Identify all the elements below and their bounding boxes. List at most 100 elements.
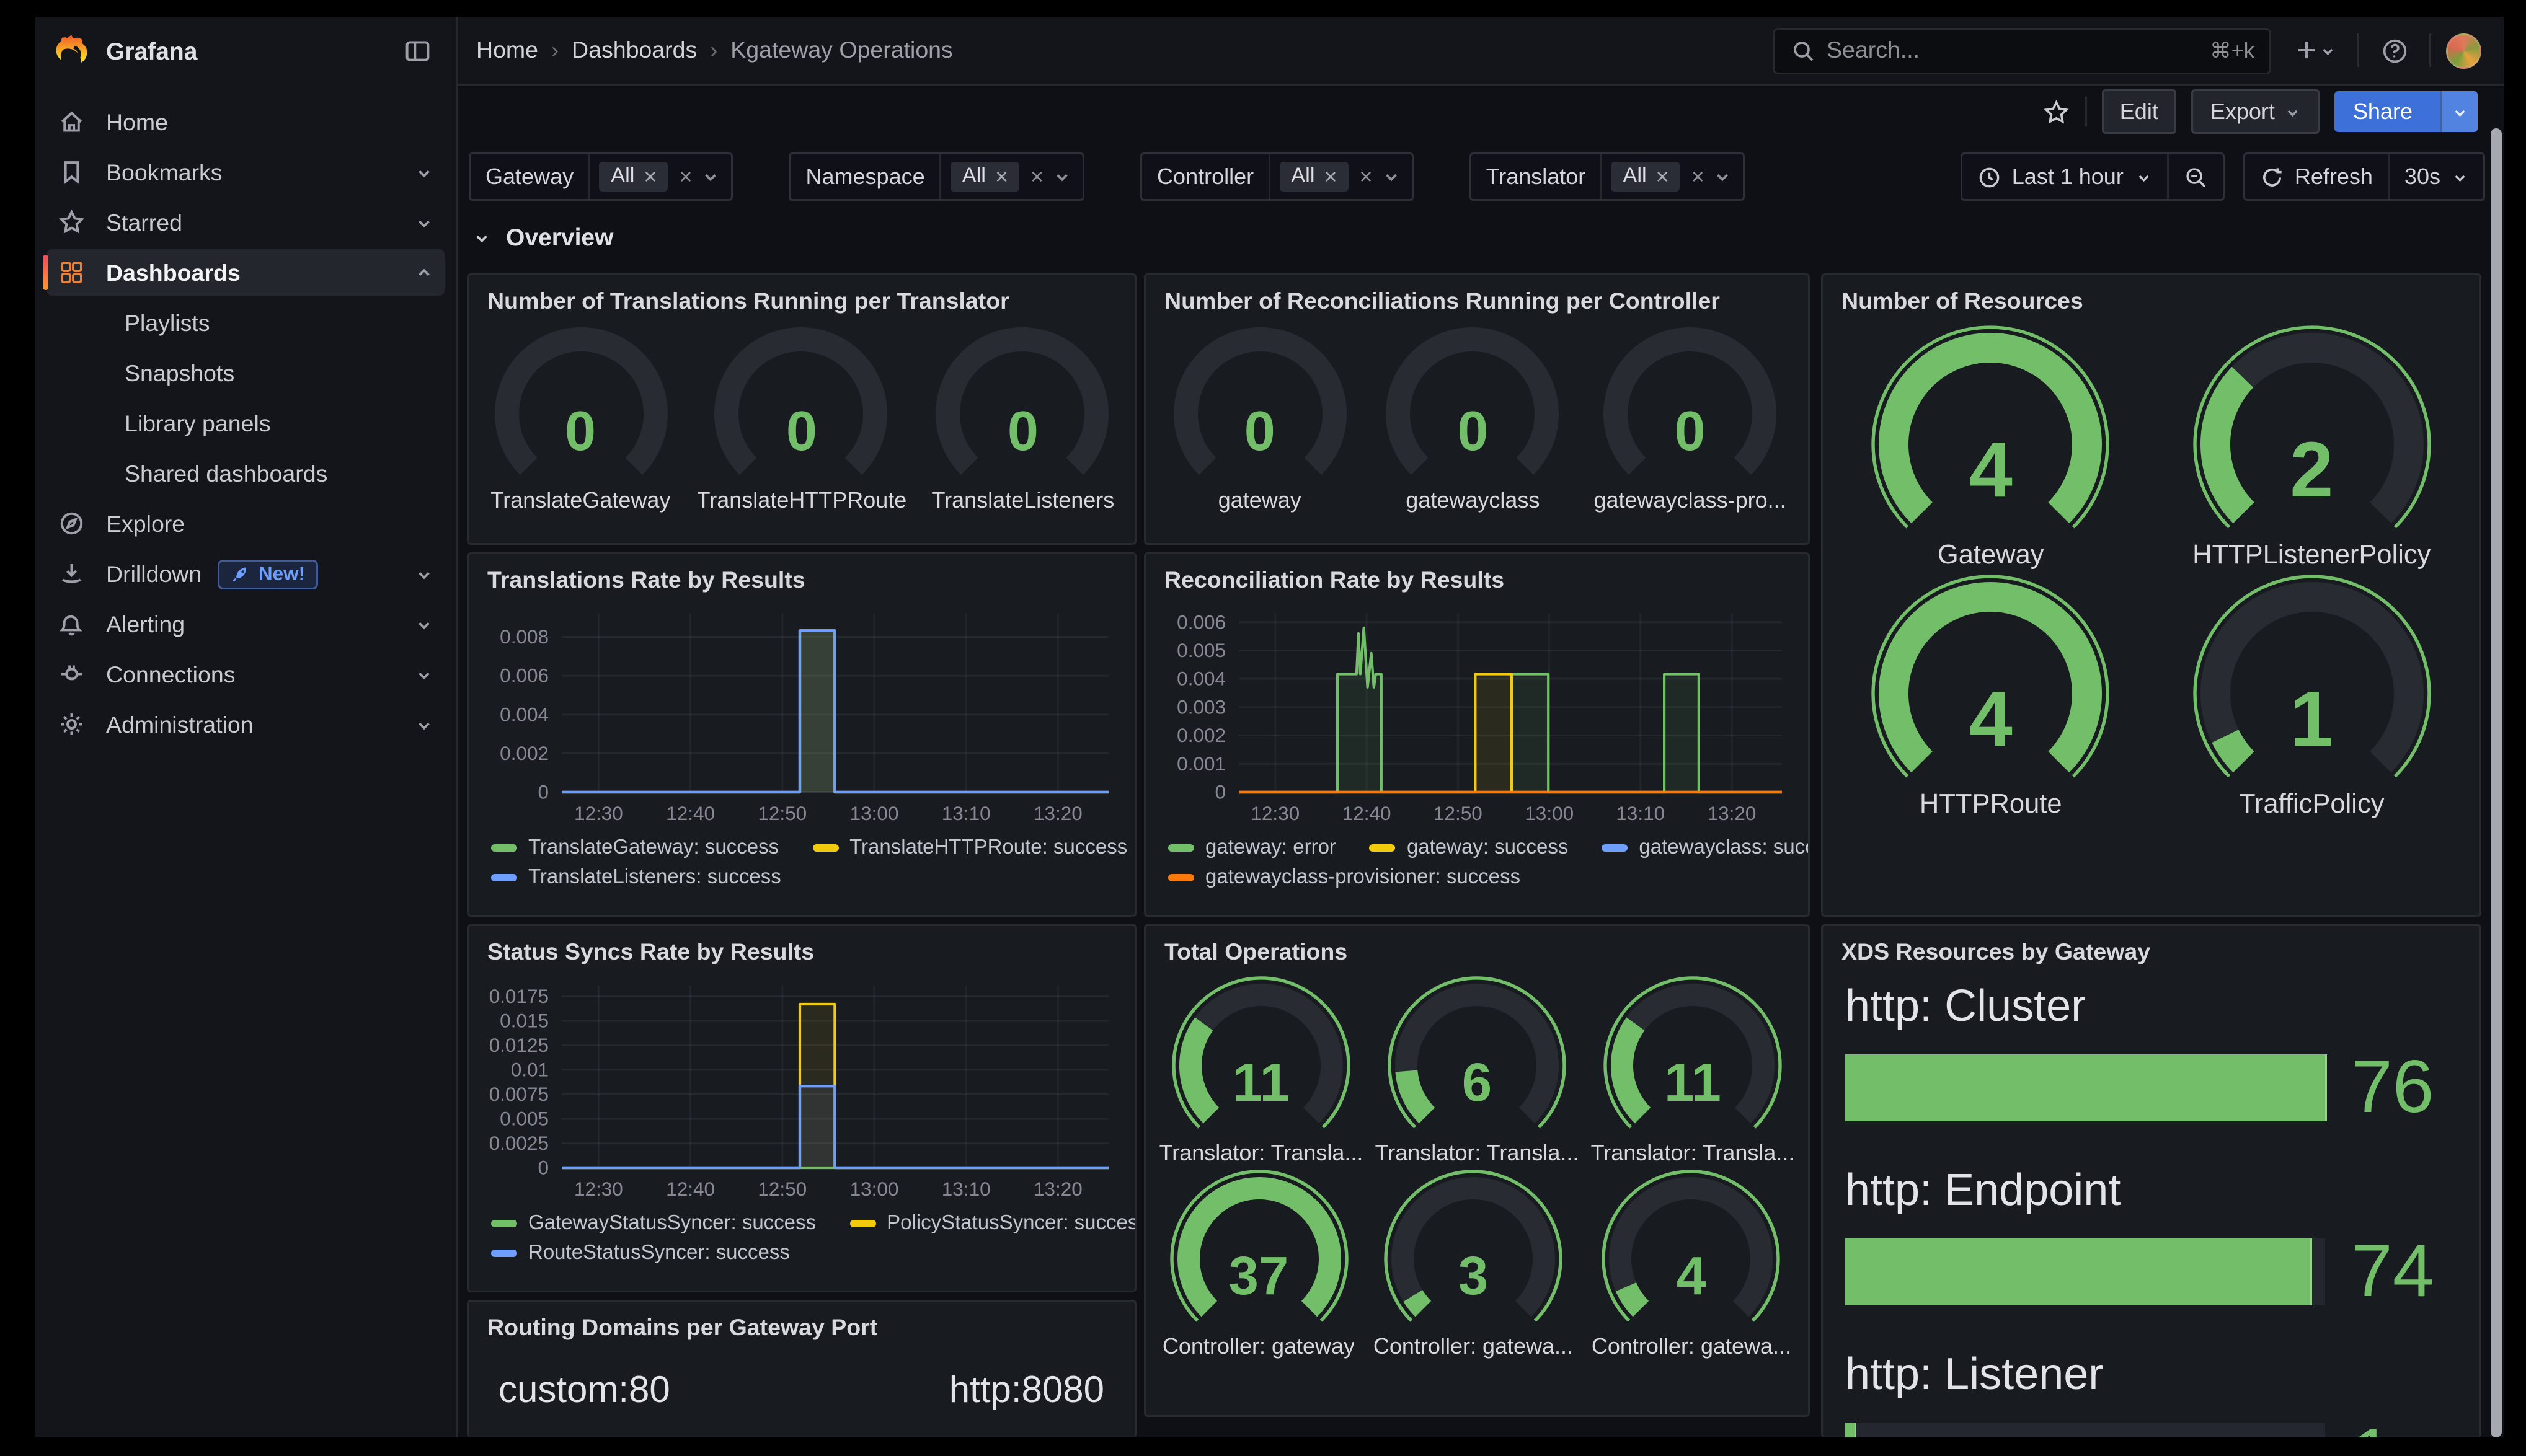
filter-value-chip[interactable]: All×: [1280, 162, 1348, 192]
svg-text:0.001: 0.001: [1177, 752, 1226, 775]
translations-rate-chart[interactable]: 12:3012:4012:5013:0013:1013:2000.0020.00…: [480, 602, 1123, 829]
chevron-down-icon: [415, 213, 433, 232]
search-bar[interactable]: ⌘+k: [1773, 27, 2271, 74]
panel-title[interactable]: Routing Domains per Gateway Port: [469, 1302, 1135, 1344]
filter-namespace[interactable]: NamespaceAll××: [789, 152, 1085, 201]
time-range-picker[interactable]: Last 1 hour: [1960, 152, 2224, 201]
gauge-translategateway: 0TranslateGateway: [489, 322, 673, 513]
bar-track: [1845, 1423, 2325, 1437]
row-overview[interactable]: Overview: [472, 223, 613, 251]
chevron-down-icon[interactable]: [702, 167, 720, 186]
panel-title[interactable]: Total Operations: [1146, 926, 1808, 969]
panel-title[interactable]: Number of Reconciliations Running per Co…: [1146, 275, 1808, 318]
svg-text:0.006: 0.006: [500, 664, 549, 687]
clear-filter-icon[interactable]: ×: [679, 164, 692, 190]
legend-item[interactable]: GatewayStatusSyncer: success: [491, 1212, 816, 1235]
legend-item[interactable]: TranslateHTTPRoute: success: [812, 837, 1127, 859]
gauge-label: Controller: gatewa...: [1592, 1333, 1791, 1359]
user-avatar[interactable]: [2446, 33, 2481, 68]
legend-item[interactable]: PolicyStatusSyncer: success: [849, 1212, 1137, 1235]
filter-translator[interactable]: TranslatorAll××: [1469, 152, 1745, 201]
remove-value-icon[interactable]: ×: [644, 164, 657, 190]
chart-legend: GatewayStatusSyncer: successPolicyStatus…: [491, 1212, 1123, 1272]
search-input[interactable]: [1827, 37, 2199, 63]
sidebar-item-bookmarks[interactable]: Bookmarks: [47, 149, 445, 195]
legend-item[interactable]: gateway: error: [1168, 837, 1336, 859]
edit-button[interactable]: Edit: [2101, 89, 2177, 134]
remove-value-icon[interactable]: ×: [1656, 164, 1669, 190]
svg-text:13:20: 13:20: [1708, 802, 1757, 824]
sidebar-item-dashboards[interactable]: Dashboards: [47, 249, 445, 296]
scrollbar[interactable]: [2491, 128, 2502, 1437]
panel-title[interactable]: Translations Rate by Results: [469, 554, 1135, 597]
panel-title[interactable]: Number of Translations Running per Trans…: [469, 275, 1135, 318]
svg-text:0.002: 0.002: [500, 742, 549, 764]
legend-item[interactable]: RouteStatusSyncer: success: [491, 1242, 790, 1264]
chevron-down-icon: [2284, 104, 2301, 120]
filter-controller[interactable]: ControllerAll××: [1140, 152, 1414, 201]
clear-filter-icon[interactable]: ×: [1030, 164, 1044, 190]
sidebar-item-label: Snapshots: [125, 360, 433, 386]
add-new-button[interactable]: [2286, 30, 2342, 71]
sidebar-item-starred[interactable]: Starred: [47, 199, 445, 245]
legend-item[interactable]: gatewayclass: success: [1602, 837, 1810, 859]
sidebar-toggle-icon[interactable]: [396, 30, 437, 71]
sidebar-item-drilldown[interactable]: DrilldownNew!: [47, 550, 445, 597]
legend-item[interactable]: gateway: success: [1370, 837, 1568, 859]
filter-gateway[interactable]: GatewayAll××: [469, 152, 733, 201]
sidebar-item-playlists[interactable]: Playlists: [47, 299, 445, 346]
gauge-value: 6: [1384, 1058, 1570, 1112]
filter-value-chip[interactable]: All×: [1611, 162, 1680, 192]
favorite-star-icon[interactable]: [2042, 98, 2070, 126]
sidebar-item-home[interactable]: Home: [47, 99, 445, 145]
panel-title[interactable]: Number of Resources: [1823, 275, 2479, 318]
filter-value-chip[interactable]: All×: [951, 162, 1019, 192]
chevron-down-icon: [415, 715, 433, 734]
clear-filter-icon[interactable]: ×: [1360, 164, 1373, 190]
legend-item[interactable]: TranslateListeners: success: [491, 867, 781, 889]
svg-text:0.005: 0.005: [1177, 639, 1226, 661]
share-menu-chevron-icon[interactable]: [2440, 91, 2478, 132]
remove-value-icon[interactable]: ×: [995, 164, 1008, 190]
legend-item[interactable]: gatewayclass-provisioner: success: [1168, 867, 1520, 889]
chevron-down-icon[interactable]: [1053, 167, 1071, 186]
chart-legend: gateway: error gateway: success gatewaycla…: [1168, 837, 1797, 896]
breadcrumb-dashboards[interactable]: Dashboards: [572, 37, 697, 63]
sidebar-item-snapshots[interactable]: Snapshots: [47, 350, 445, 396]
sidebar-item-label: Connections: [106, 661, 415, 687]
sidebar-item-label: Playlists: [125, 310, 433, 336]
refresh-interval-select[interactable]: 30s: [2388, 154, 2483, 199]
svg-text:12:40: 12:40: [666, 802, 715, 824]
panel-title[interactable]: Reconciliation Rate by Results: [1146, 554, 1808, 597]
sidebar-item-library-panels[interactable]: Library panels: [47, 400, 445, 446]
panel-title[interactable]: Status Syncs Rate by Results: [469, 926, 1135, 969]
gauge-translatelisteners: 0TranslateListeners: [931, 322, 1115, 513]
share-button[interactable]: Share: [2334, 91, 2478, 132]
remove-value-icon[interactable]: ×: [1324, 164, 1337, 190]
filter-value-chip[interactable]: All×: [600, 162, 668, 192]
reconciliation-rate-chart[interactable]: 12:3012:4012:5013:0013:1013:2000.0010.00…: [1157, 602, 1797, 829]
refresh-picker[interactable]: Refresh 30s: [2243, 152, 2485, 201]
export-button[interactable]: Export: [2192, 89, 2320, 134]
sidebar-item-shared-dashboards[interactable]: Shared dashboards: [47, 450, 445, 496]
sidebar-item-connections[interactable]: Connections: [47, 651, 445, 697]
grafana-logo-icon[interactable]: [54, 33, 89, 68]
refresh-button[interactable]: Refresh: [2245, 154, 2388, 199]
status-syncs-rate-chart[interactable]: 12:3012:4012:5013:0013:1013:2000.00250.0…: [480, 974, 1123, 1205]
clear-filter-icon[interactable]: ×: [1691, 164, 1704, 190]
legend-label: GatewayStatusSyncer: success: [528, 1212, 816, 1235]
legend-item[interactable]: TranslateGateway: success: [491, 837, 779, 859]
panel-title[interactable]: XDS Resources by Gateway: [1823, 926, 2479, 969]
chevron-down-icon[interactable]: [1382, 167, 1401, 186]
sidebar-item-explore[interactable]: Explore: [47, 500, 445, 547]
help-icon[interactable]: [2373, 30, 2414, 71]
bar-gauge-row: http: Endpoint74: [1845, 1166, 2461, 1309]
sidebar-item-administration[interactable]: Administration: [47, 701, 445, 748]
sidebar-item-alerting[interactable]: Alerting: [47, 601, 445, 647]
divider: [2357, 33, 2359, 67]
zoom-out-button[interactable]: [2166, 154, 2222, 199]
breadcrumb-home[interactable]: Home: [476, 37, 538, 63]
legend-label: TranslateHTTPRoute: success: [849, 837, 1127, 859]
chevron-down-icon[interactable]: [1714, 167, 1732, 186]
gauge-value: 0: [489, 405, 673, 461]
